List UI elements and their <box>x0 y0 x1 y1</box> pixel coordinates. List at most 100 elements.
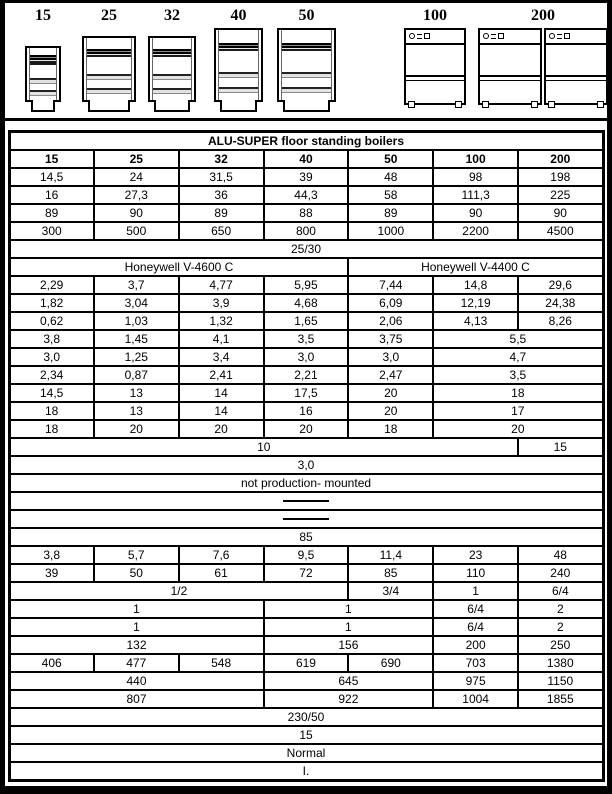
boiler-figure: 32 <box>148 3 196 118</box>
table-row: 1/2 3/4 1 6/4 <box>7 581 604 601</box>
table-cell: 645 <box>262 671 435 691</box>
trim-band <box>153 88 191 94</box>
table-cell: 406 <box>8 653 95 673</box>
table-cell: 14,5 <box>8 383 95 403</box>
dark-band <box>30 55 56 65</box>
table-cell: 3,5 <box>432 365 604 385</box>
table-cell: 5,7 <box>92 545 180 565</box>
table-cell: 2,34 <box>8 365 95 385</box>
table-cell: 300 <box>8 221 95 241</box>
trim-band <box>87 88 131 94</box>
side-rail <box>191 38 192 100</box>
boiler-cabinet <box>544 28 607 108</box>
table-row: 132 156 200 250 <box>8 635 604 655</box>
side-rail <box>218 30 219 100</box>
boiler-pedestal <box>154 100 190 112</box>
table-cell: 25 <box>92 149 180 169</box>
boiler-cabinet <box>25 46 61 112</box>
table-row: 0,62 1,03 1,32 1,65 2,06 4,13 8,26 <box>8 311 604 331</box>
table-row: 3,8 5,7 7,6 9,5 11,4 23 48 <box>8 545 604 565</box>
vent-icon <box>557 33 562 39</box>
table-cell: 88 <box>262 203 350 223</box>
table-cell: 98 <box>432 167 520 187</box>
vent-icon <box>491 33 496 39</box>
table-cell: 2200 <box>432 221 520 241</box>
table-cell: 1,03 <box>92 311 180 331</box>
table-cell: 20 <box>347 383 435 403</box>
boiler-foot <box>548 101 555 108</box>
table-cell: 100 <box>432 149 520 169</box>
boiler-cabinet <box>82 36 136 112</box>
table-cell: 2 <box>517 617 604 637</box>
boiler-cabinet <box>148 36 196 112</box>
table-cell: not production- mounted <box>8 473 604 493</box>
control-panel <box>546 30 606 45</box>
dark-band <box>282 43 331 51</box>
display-icon <box>564 33 570 39</box>
table-cell: 32 <box>177 149 265 169</box>
table-cell: 807 <box>8 689 265 709</box>
boiler-cabinet <box>214 28 263 112</box>
table-cell: 1,25 <box>92 347 180 367</box>
table-cell: 690 <box>347 653 435 673</box>
table-cell: 20 <box>262 419 350 439</box>
knob-icon <box>483 33 489 39</box>
table-row: I. <box>8 761 604 782</box>
table-cell: 2,47 <box>347 365 435 385</box>
boiler-size-figures: 15 25 32 40 50 100 200 <box>5 3 607 121</box>
display-icon <box>424 33 430 39</box>
double-line <box>406 75 464 82</box>
table-cell: 5,95 <box>262 275 350 295</box>
table-cell: 200 <box>517 149 604 169</box>
table-cell: 3,75 <box>347 329 435 349</box>
table-cell: 477 <box>92 653 180 673</box>
side-rail <box>56 48 57 100</box>
double-line <box>546 75 606 82</box>
display-icon <box>498 33 504 39</box>
table-cell: 20 <box>177 419 265 439</box>
table-row: 807 922 1004 1855 <box>8 689 604 709</box>
table-cell: 3,7 <box>92 275 180 295</box>
trim-band <box>87 74 131 80</box>
table-row: 18 13 14 16 20 17 <box>8 401 604 421</box>
table-cell: 3,04 <box>92 293 180 313</box>
trim-band <box>282 72 331 78</box>
table-cell: 58 <box>347 185 435 205</box>
table-cell: 23 <box>432 545 520 565</box>
table-cell: 44,3 <box>262 185 350 205</box>
control-panel-icons <box>409 33 430 39</box>
table-cell: 17 <box>432 401 604 421</box>
table-cell: 6/4 <box>517 581 604 601</box>
table-cell: 89 <box>347 203 435 223</box>
table-cell: 1/2 <box>7 581 350 601</box>
table-cell: 0,87 <box>92 365 180 385</box>
table-cell: 1,32 <box>177 311 265 331</box>
side-rail <box>152 38 153 100</box>
table-cell: 4,68 <box>262 293 350 313</box>
dash-line <box>283 518 329 520</box>
table-row: 18 20 20 20 18 20 <box>8 419 604 439</box>
side-rail <box>258 30 259 100</box>
trim-band <box>153 74 191 80</box>
vent-icon <box>417 33 422 39</box>
table-cell: 90 <box>92 203 180 223</box>
table-cell: 48 <box>517 545 604 565</box>
table-cell: 650 <box>177 221 265 241</box>
boiler-figure: 40 <box>214 3 263 118</box>
table-cell: 6/4 <box>432 599 520 619</box>
knob-icon <box>549 33 555 39</box>
table-cell: 89 <box>8 203 95 223</box>
table-cell: 500 <box>92 221 180 241</box>
table-cell: 40 <box>262 149 350 169</box>
table-cell: 1150 <box>517 671 604 691</box>
table-row: 25/30 <box>8 239 604 259</box>
table-cell: 90 <box>517 203 604 223</box>
table-cell: 1 <box>8 599 265 619</box>
dash-cell <box>8 509 604 529</box>
table-cell: 5,5 <box>432 329 604 349</box>
table-cell: 20 <box>432 419 604 439</box>
trim-band <box>219 87 258 93</box>
table-cell: 12,19 <box>432 293 520 313</box>
table-cell: Honeywell V-4400 C <box>347 257 604 277</box>
table-cell: 18 <box>347 419 435 439</box>
